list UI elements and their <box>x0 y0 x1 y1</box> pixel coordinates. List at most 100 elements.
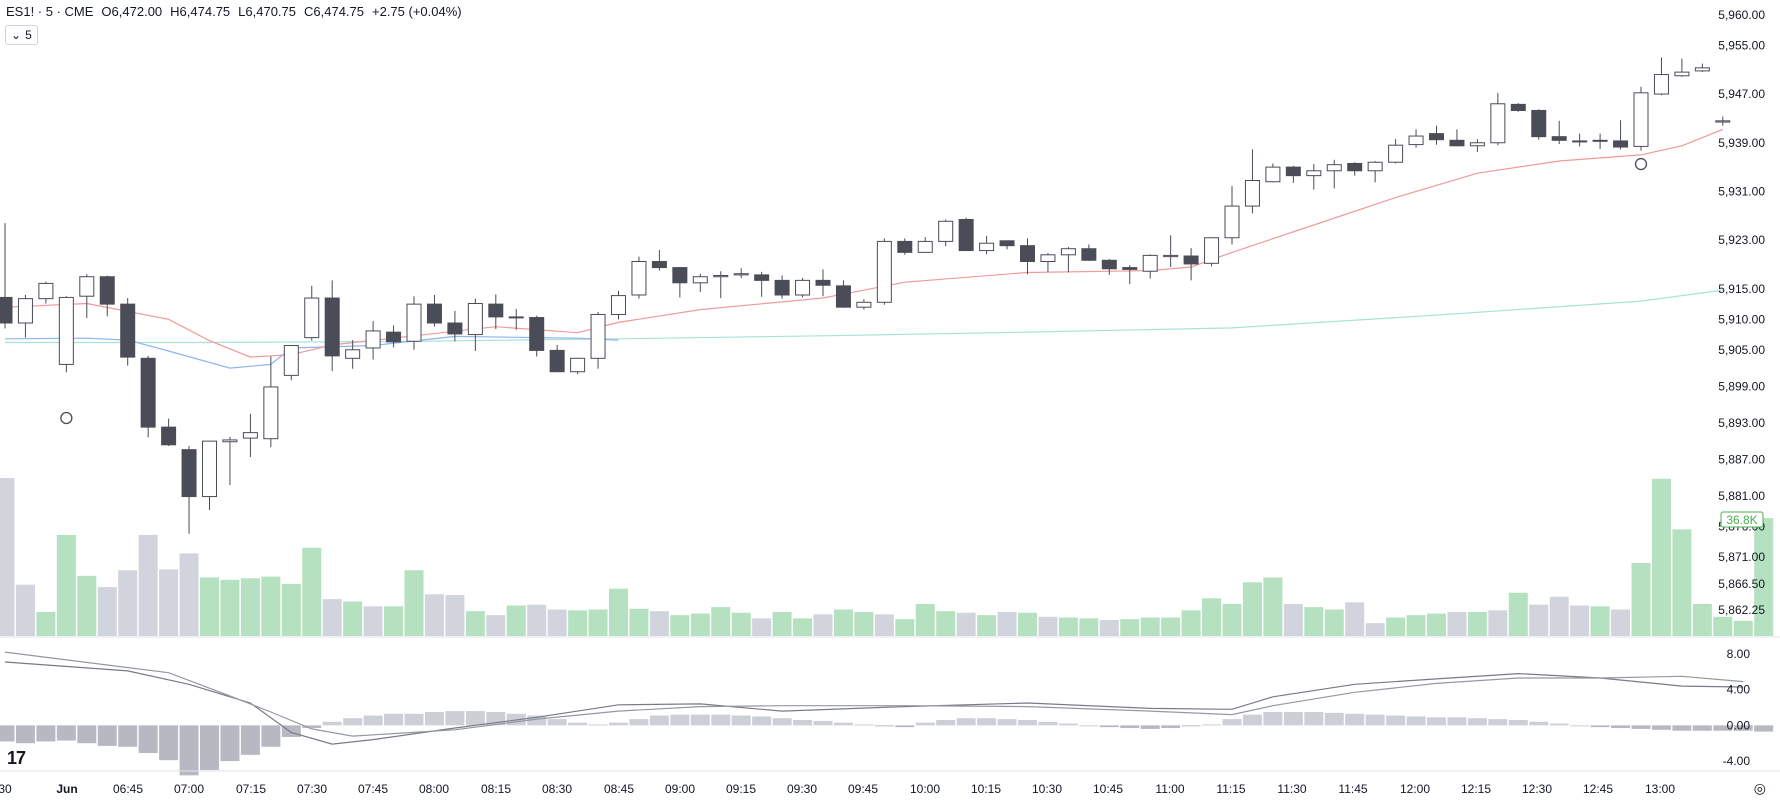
volume-bar <box>1631 563 1651 636</box>
volume-bar <box>895 619 915 636</box>
interval-button[interactable]: ⌄ 5 <box>5 25 38 45</box>
volume-bar <box>1713 616 1733 636</box>
candle-body <box>999 240 1015 247</box>
candle-body <box>304 297 320 339</box>
volume-bar <box>118 570 138 636</box>
volume-bar <box>159 569 179 636</box>
symbol-legend[interactable]: ES1! · 5 · CME O6,472.00 H6,474.75 L6,47… <box>6 4 462 19</box>
candle-body <box>1367 161 1383 172</box>
candle-body <box>1224 205 1240 239</box>
low-label: L <box>238 4 246 19</box>
time-tick-label: 12:30 <box>1522 782 1552 796</box>
candle <box>795 277 811 298</box>
histogram-bar <box>179 725 199 776</box>
volume-bar <box>1467 611 1487 636</box>
candle-body <box>1653 74 1669 95</box>
volume-bar <box>1754 518 1774 636</box>
candle <box>958 217 974 252</box>
volume-bar <box>649 611 669 636</box>
gear-icon[interactable]: ◎ <box>1753 780 1766 796</box>
candle-body <box>181 449 197 498</box>
volume-bar <box>1529 604 1549 636</box>
volume-bar <box>997 611 1017 636</box>
candle-body <box>222 439 238 443</box>
time-tick-label: 07:30 <box>297 782 327 796</box>
candle <box>0 223 13 329</box>
volume-bar <box>977 615 997 636</box>
candle-body <box>1285 166 1301 177</box>
histogram-bar <box>711 714 731 726</box>
price-pane[interactable] <box>0 57 1731 534</box>
histogram-bar <box>1099 725 1119 728</box>
histogram-bar <box>1263 711 1283 726</box>
candle <box>1142 254 1158 279</box>
price-tick-label: 5,910.00 <box>1718 312 1765 326</box>
candle-body <box>1592 139 1608 142</box>
histogram-bar <box>1079 725 1099 727</box>
candle <box>856 299 872 310</box>
candle <box>733 268 749 278</box>
open-label: O <box>101 4 112 19</box>
candle-body <box>1490 103 1506 144</box>
symbol-title[interactable]: ES1! · 5 · CME <box>6 4 94 19</box>
chevron-down-icon: ⌄ <box>11 28 22 42</box>
candle <box>345 340 361 369</box>
candle-body <box>754 274 770 281</box>
axes: 5,960.00 5,955.00 5,947.00 5,939.00 5,931.00… <box>0 8 1780 796</box>
histogram-bar <box>343 718 363 726</box>
candle-body <box>1408 135 1424 146</box>
time-tick-label: 08:30 <box>542 782 572 796</box>
volume-bar <box>609 588 628 636</box>
candle-body <box>876 240 892 303</box>
volume-bar <box>1447 611 1467 636</box>
volume-bar <box>1651 478 1671 636</box>
candle-body <box>529 317 545 351</box>
time-tick-label: 12:00 <box>1400 782 1430 796</box>
close-value: 6,474.75 <box>313 4 364 19</box>
volume-bar <box>1038 616 1058 636</box>
histogram-bar <box>1631 725 1651 729</box>
volume-bar <box>1079 618 1099 636</box>
histogram-bar <box>1181 725 1201 727</box>
time-tick-label: 09:45 <box>848 782 878 796</box>
histogram-bar <box>1345 713 1365 726</box>
candle <box>938 219 954 247</box>
candle-body <box>1163 254 1179 258</box>
volume-badge-box <box>1720 511 1764 528</box>
candle <box>1531 109 1547 140</box>
price-tick-label: 5,939.00 <box>1718 136 1765 150</box>
time-tick-label: Jun <box>56 782 77 796</box>
volume-bar <box>200 577 219 636</box>
candle <box>672 266 688 298</box>
candle <box>1347 162 1363 176</box>
time-tick-label: 10:45 <box>1093 782 1123 796</box>
volume-bar <box>1508 592 1528 636</box>
volume-bar <box>711 607 731 636</box>
price-tick-label: 5,947.00 <box>1718 87 1765 101</box>
time-tick-label: 08:15 <box>481 782 511 796</box>
volume-bar <box>1304 607 1324 636</box>
candle <box>1469 139 1485 152</box>
volume-bar <box>138 534 158 636</box>
candle <box>611 290 626 320</box>
candle <box>365 321 381 360</box>
price-tick-label: 5,893.00 <box>1718 416 1765 430</box>
volume-bar <box>874 614 894 636</box>
volume-bar <box>1672 529 1692 636</box>
time-tick-label: 11:00 <box>1155 782 1184 796</box>
histogram-bar <box>833 722 853 726</box>
histogram-bar <box>1570 725 1590 727</box>
volume-bar <box>936 611 956 636</box>
candle-body <box>99 276 115 305</box>
volume-bar <box>56 534 76 636</box>
candle-body <box>795 279 811 296</box>
volume-bar <box>0 478 15 636</box>
time-tick-label: 13:00 <box>1645 782 1675 796</box>
histogram-bar <box>77 725 97 744</box>
histogram-bar <box>1447 717 1467 726</box>
candle-body <box>1449 139 1465 147</box>
candle-body <box>202 440 217 498</box>
histogram-bar <box>1529 721 1549 726</box>
histogram-bar <box>1611 725 1631 729</box>
